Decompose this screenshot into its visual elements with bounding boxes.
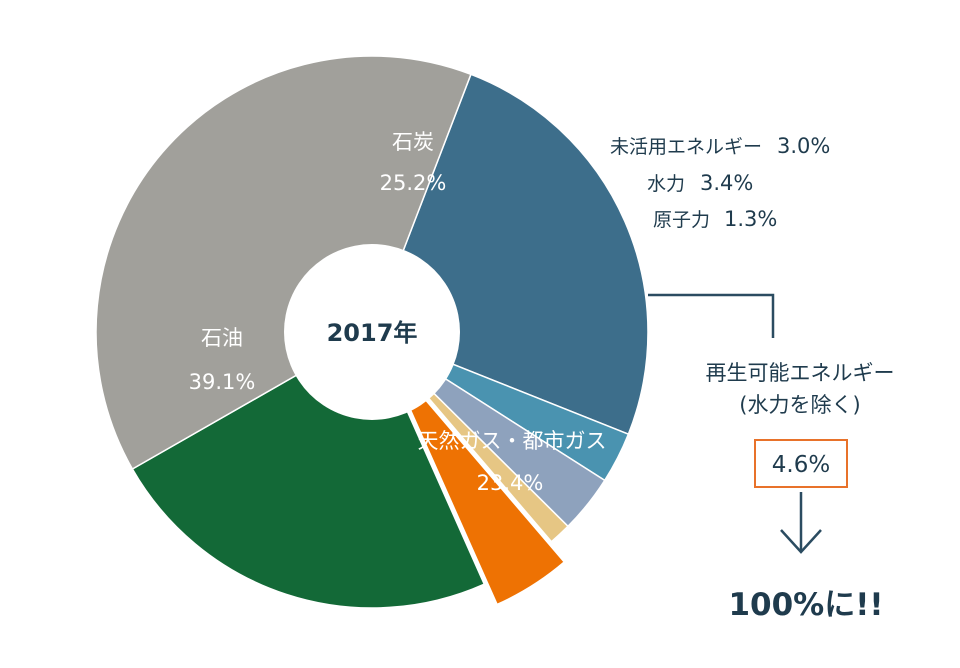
slice-label-gas-name: 天然ガス・都市ガス	[418, 429, 607, 453]
center-hole	[284, 244, 460, 420]
slice-label-hydro-name: 水力	[647, 173, 685, 195]
down-arrow-icon	[780, 492, 822, 554]
renewable-leader-line	[648, 293, 775, 338]
renewable-label-line1: 再生可能エネルギー	[706, 361, 895, 385]
renewable-value-box	[754, 439, 848, 488]
slice-label-nuclear-name: 原子力	[653, 209, 710, 231]
slice-renewable	[384, 351, 566, 606]
goal-text: 100%に!!	[728, 587, 883, 623]
slice-label-hydro-value: 3.4%	[700, 171, 753, 195]
slice-oil	[95, 55, 472, 471]
slice-label-coal-value: 25.2%	[380, 171, 447, 195]
slice-label-oil-value: 39.1%	[189, 370, 256, 394]
slice-label-coal-name: 石炭	[392, 130, 434, 154]
slice-label-nuclear-value: 1.3%	[724, 207, 777, 231]
slice-label-unused-name: 未活用エネルギー	[610, 136, 762, 158]
renewable-value: 4.6%	[772, 452, 830, 478]
slice-label-oil-name: 石油	[201, 326, 243, 350]
slice-label-unused-value: 3.0%	[777, 134, 830, 158]
center-label: 2017年	[327, 319, 418, 347]
slice-label-gas-value: 23.4%	[477, 471, 544, 495]
renewable-label-line2: (水力を除く)	[739, 393, 860, 417]
